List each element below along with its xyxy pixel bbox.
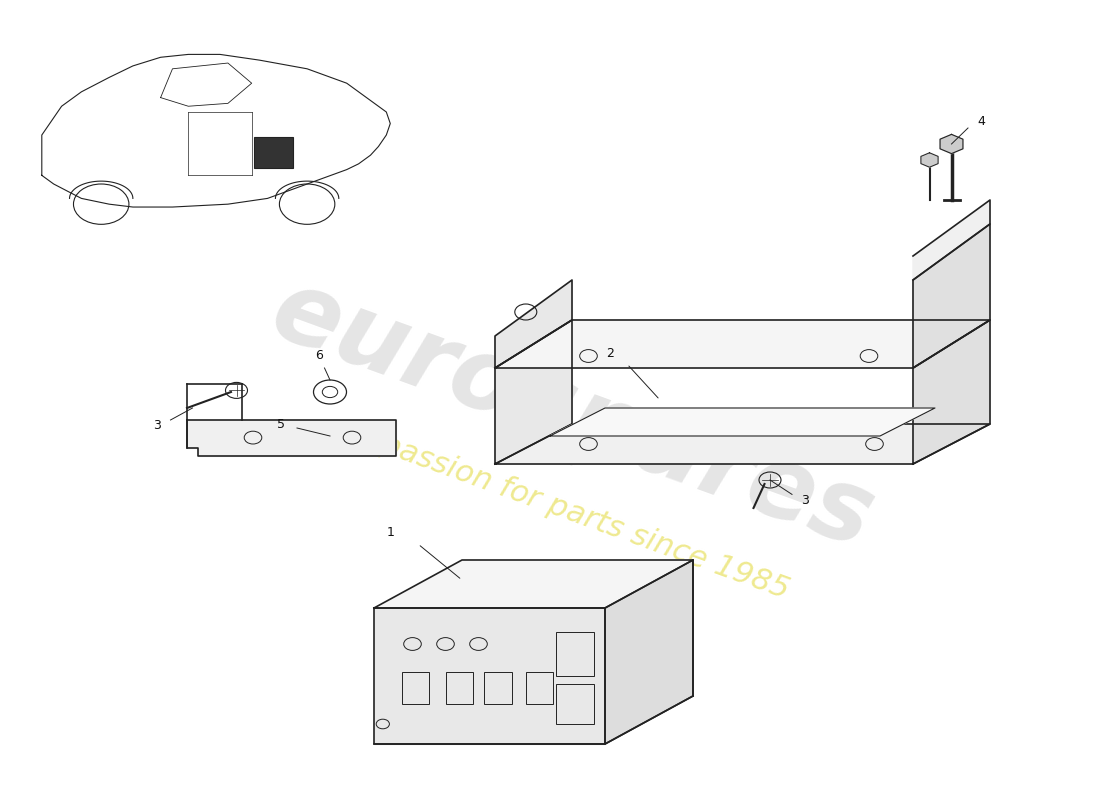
Text: 5: 5 — [276, 418, 285, 430]
Polygon shape — [374, 608, 605, 744]
FancyBboxPatch shape — [254, 137, 293, 168]
Polygon shape — [550, 408, 935, 436]
Text: 3: 3 — [153, 419, 162, 432]
Polygon shape — [913, 320, 990, 464]
Text: 1: 1 — [386, 526, 395, 538]
Polygon shape — [374, 560, 693, 608]
Text: 3: 3 — [801, 494, 810, 507]
Bar — [484, 672, 512, 704]
Polygon shape — [940, 134, 962, 154]
Polygon shape — [921, 153, 938, 167]
Polygon shape — [495, 320, 572, 464]
Bar — [446, 672, 473, 704]
Text: 2: 2 — [606, 347, 615, 360]
Text: 6: 6 — [315, 350, 323, 362]
Text: 4: 4 — [977, 115, 986, 128]
Polygon shape — [913, 200, 990, 280]
Bar — [556, 684, 594, 724]
Polygon shape — [495, 320, 990, 368]
Text: a passion for parts since 1985: a passion for parts since 1985 — [351, 419, 793, 605]
Polygon shape — [605, 560, 693, 744]
Text: eurospares: eurospares — [258, 262, 886, 570]
Polygon shape — [495, 280, 572, 368]
Bar — [402, 672, 429, 704]
Polygon shape — [913, 224, 990, 368]
Bar — [526, 672, 553, 704]
Polygon shape — [495, 424, 990, 464]
Bar — [556, 632, 594, 676]
Polygon shape — [187, 420, 396, 456]
